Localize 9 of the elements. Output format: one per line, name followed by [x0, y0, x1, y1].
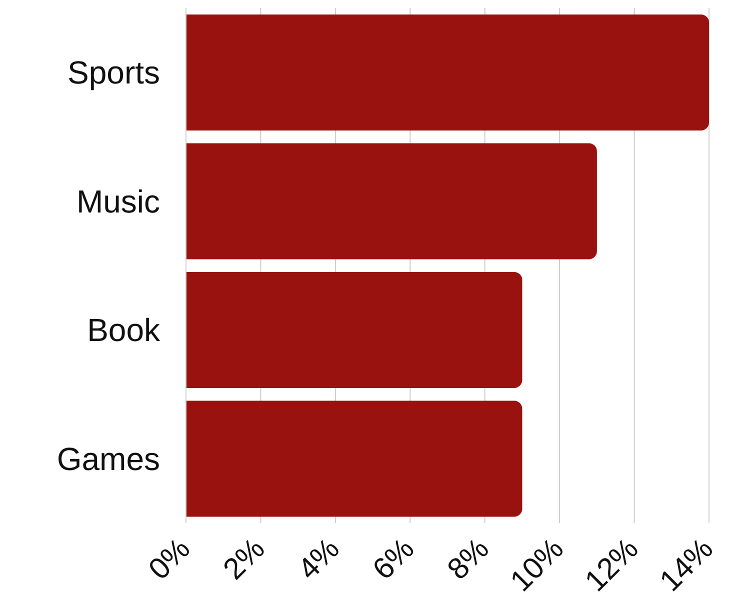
x-tick-label: 0%: [142, 532, 197, 586]
y-tick-label: Music: [76, 183, 160, 220]
y-tick-label: Sports: [68, 54, 160, 91]
x-tick-label: 6%: [366, 532, 421, 586]
y-tick-label: Games: [56, 440, 160, 477]
x-tick-label: 2%: [217, 532, 272, 586]
x-tick-label: 8%: [441, 532, 496, 586]
x-tick-label: 4%: [292, 532, 346, 586]
y-tick-label: Book: [87, 312, 161, 348]
